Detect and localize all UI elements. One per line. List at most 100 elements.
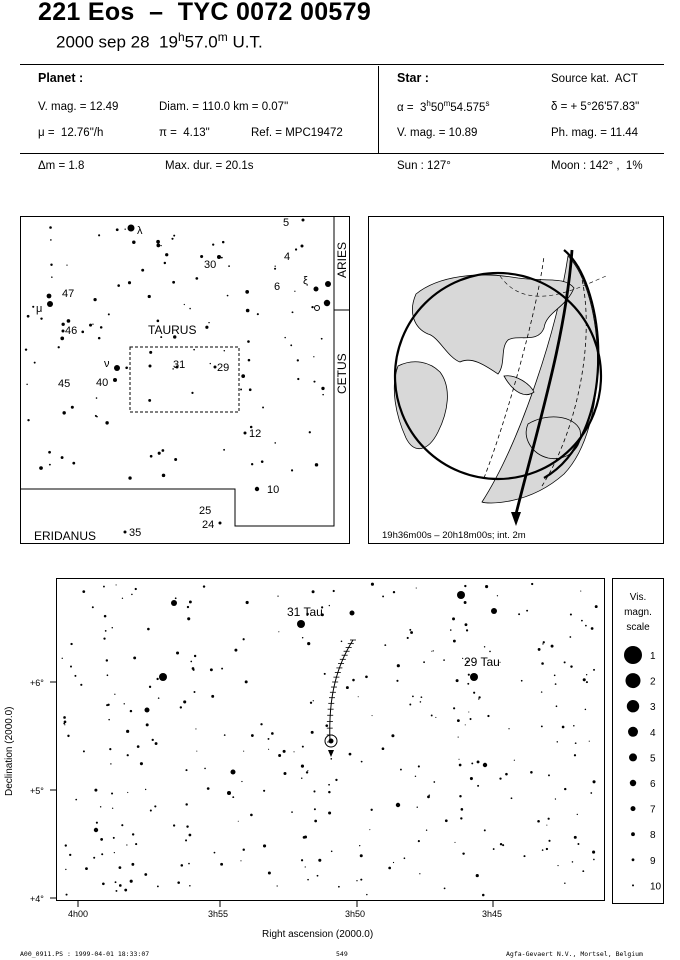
planet-pi: π = 4.13" [159,127,210,139]
detail-star [399,768,402,771]
detail-star [108,718,110,721]
detail-star [593,668,595,671]
detail-star [465,629,469,632]
detail-star [518,613,521,616]
detail-star [541,849,544,851]
scale-label-mag-2: 2 [650,677,656,688]
finder-star [32,305,35,308]
detail-star [574,742,577,745]
detail-star [234,648,238,652]
finder-star [163,261,167,265]
finder-star [39,466,43,470]
detail-star [250,734,254,737]
finder-star [147,294,151,299]
finder-star [132,240,136,244]
detail-star [508,728,510,730]
detail-star [307,642,311,646]
detail-star [145,723,149,727]
finder-star [294,290,296,292]
finder-star [247,358,251,362]
detail-star [357,696,359,698]
finder-bright-star [127,224,135,232]
finder-star [157,451,161,455]
finder-star [301,218,305,222]
finder-star [26,383,28,386]
detail-star [70,642,73,646]
detail-star [485,585,489,589]
detail-star [196,750,198,752]
finder-star [149,454,153,458]
target-star-marker [324,734,338,748]
detail-star [177,881,180,884]
finder-star [40,317,43,320]
detail-star [300,764,305,768]
detail-star [492,848,495,850]
detail-star [185,803,188,806]
finder-star [245,290,250,294]
detail-star [121,824,124,827]
page-title: 221 Eos – TYC 0072 00579 [38,0,372,26]
detail-star [104,630,107,632]
star-label-6: 6 [274,281,280,293]
finder-star [221,240,225,244]
detail-star [496,595,499,597]
finder-star [160,244,162,247]
detail-star [564,882,566,884]
finder-star [193,348,195,351]
detail-star [542,641,545,644]
detail-star [328,604,330,607]
detail-star [328,790,331,794]
detail-star [307,770,309,772]
detail-star [291,811,293,813]
detail-star [409,628,412,631]
detail-star [260,723,263,726]
detail-star [99,806,102,808]
star-label-lambda: λ [137,225,143,237]
detail-star [545,847,549,851]
detail-star [94,788,98,792]
detail-bright-star [227,791,231,795]
detail-star [144,788,147,791]
finder-star [95,397,98,399]
detail-star [481,893,485,897]
detail-star [452,617,455,621]
detail-star [499,661,501,663]
detail-star [262,844,267,848]
detail-star [63,720,67,724]
finder-star [61,322,65,326]
detail-star [127,791,129,794]
star-label-45: 45 [58,378,70,390]
finder-star [218,521,222,525]
detail-star [564,787,567,791]
finder-star [173,234,176,237]
detail-star [585,624,587,627]
finder-star [66,319,71,323]
detail-star [111,792,114,795]
detail-star [102,585,105,588]
detail-star [435,716,437,718]
detail-star [406,636,409,640]
info-divider [378,66,379,154]
star-heading: Star : [397,71,429,85]
detail-star [338,885,340,888]
detail-star [190,660,193,663]
detail-star [416,806,418,808]
finder-star [60,336,65,341]
detail-star [310,730,314,734]
finder-star [61,329,65,333]
scale-label-mag-6: 6 [650,779,656,790]
detail-star [147,627,150,631]
planet-diam: Diam. = 110.0 km = 0.07" [159,101,289,113]
detail-star [419,873,421,875]
detail-star [188,833,192,837]
detail-star [211,694,215,698]
max-duration: Max. dur. = 20.1s [165,160,254,172]
detail-star [585,674,588,676]
finder-star [314,463,319,467]
finder-star [107,313,110,316]
detail-star [571,861,574,863]
star-source: Source kat. ACT [551,73,638,85]
detail-star [530,771,533,774]
detail-star [330,758,333,760]
detail-star [91,606,94,609]
